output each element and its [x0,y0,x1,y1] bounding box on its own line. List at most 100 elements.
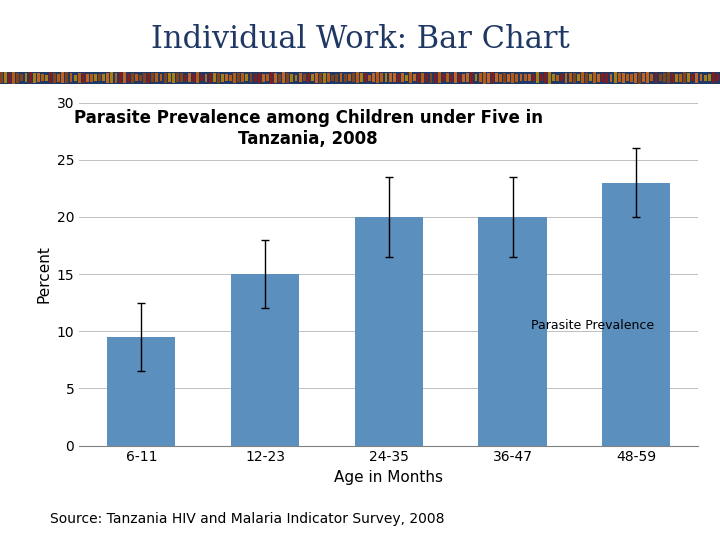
Bar [0,72,3,83]
Bar [163,73,166,83]
Bar [340,73,343,82]
Bar [368,75,371,81]
Bar [192,73,195,82]
Bar [405,75,408,81]
Bar [392,73,395,82]
Bar [172,72,175,83]
Bar [380,73,383,82]
Bar [217,73,220,83]
Bar [577,74,580,82]
X-axis label: Age in Months: Age in Months [334,470,444,485]
Bar [278,74,281,82]
Bar [602,183,670,446]
Bar [691,74,694,82]
Bar [458,74,461,82]
Bar [397,74,400,82]
Bar [426,74,428,82]
Bar [491,72,494,83]
Bar [593,72,596,84]
Bar [331,75,334,81]
Bar [708,75,711,81]
Bar [184,75,187,81]
Bar [622,73,625,83]
Bar [548,72,551,84]
Bar [585,72,588,83]
Bar [613,72,616,84]
Bar [61,72,64,83]
Bar [253,73,256,82]
Bar [352,73,355,83]
Bar [540,74,543,82]
Bar [98,75,101,81]
Bar [233,73,236,83]
Bar [127,74,130,82]
Bar [503,73,506,83]
Bar [569,73,572,82]
Bar [638,72,641,84]
Bar [696,72,698,83]
Bar [311,75,314,81]
Bar [45,75,48,81]
Bar [143,73,146,83]
Bar [564,73,567,83]
Bar [433,72,436,83]
Bar [438,72,441,84]
Bar [642,73,645,82]
Bar [73,75,76,81]
Bar [659,74,662,82]
Bar [212,73,215,83]
Bar [679,73,682,82]
Bar [258,73,261,83]
Bar [348,75,351,81]
Bar [712,72,715,83]
Bar [683,72,686,83]
Bar [302,74,305,82]
Bar [703,75,706,81]
Bar [90,73,93,82]
Bar [135,74,138,82]
Bar [675,73,678,82]
Bar [20,75,23,81]
Bar [156,73,158,83]
Bar [355,217,423,446]
Bar [418,73,420,83]
Bar [626,75,629,81]
Bar [24,73,27,82]
Bar [323,73,326,83]
Bar [53,72,56,83]
Bar [107,73,109,83]
Bar [114,73,117,83]
Bar [307,73,310,83]
Bar [610,74,613,82]
Bar [401,73,404,82]
Bar [467,73,469,82]
Text: Parasite Prevalence: Parasite Prevalence [531,319,654,332]
Bar [49,72,52,83]
Bar [572,73,575,83]
Bar [119,72,122,83]
Bar [131,73,134,83]
Bar [287,73,289,83]
Bar [462,74,465,82]
Bar [650,75,653,81]
Bar [634,73,637,83]
Bar [107,337,176,445]
Bar [552,75,555,81]
Bar [716,75,719,81]
Bar [238,73,240,82]
Bar [536,72,539,83]
Bar [110,72,113,83]
Bar [148,73,150,83]
Bar [511,72,514,83]
Bar [618,73,621,83]
Bar [209,73,212,83]
Bar [700,75,703,81]
Bar [180,73,183,83]
Bar [523,75,526,81]
Bar [102,74,105,82]
Bar [384,73,387,82]
Bar [454,72,457,83]
Bar [589,75,592,81]
Bar [160,75,163,81]
Bar [328,73,330,83]
